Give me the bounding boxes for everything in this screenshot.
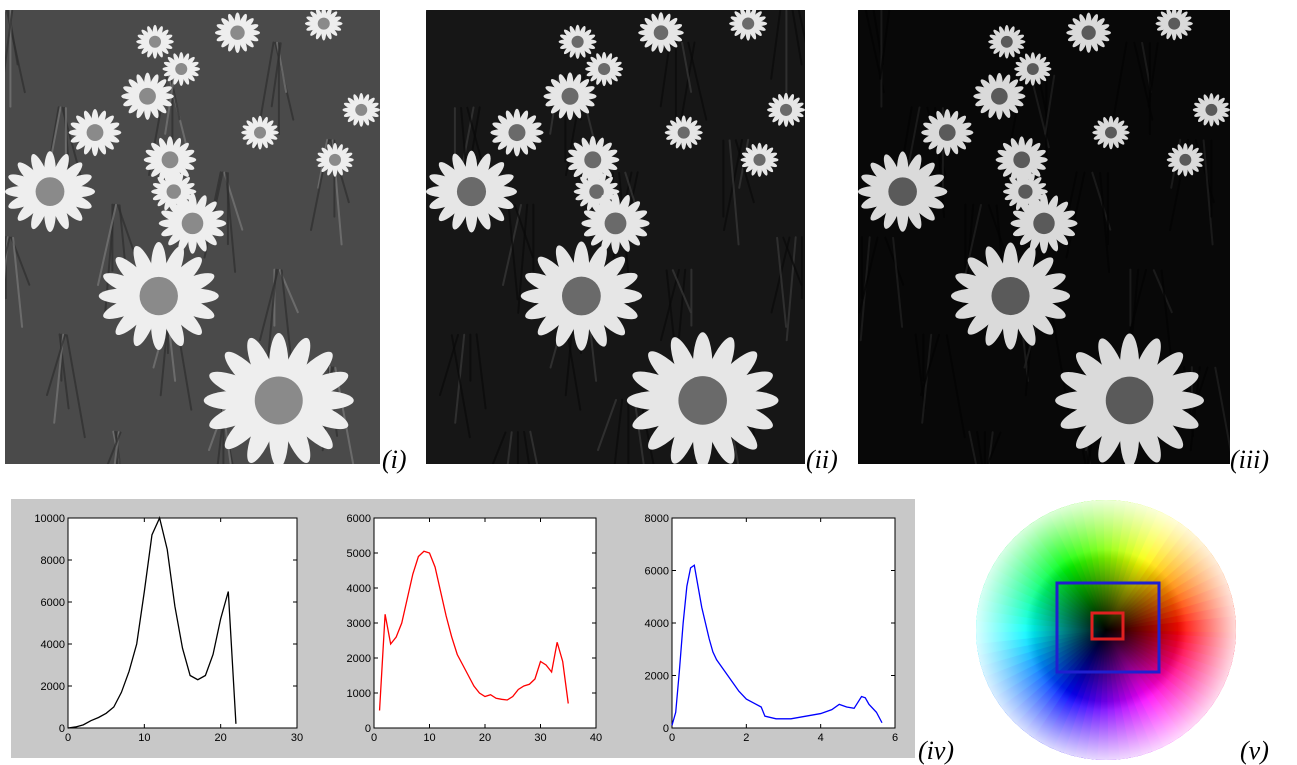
y-tick-label: 2000 bbox=[41, 681, 65, 693]
x-tick-label: 30 bbox=[534, 732, 546, 744]
y-tick-label: 3000 bbox=[347, 618, 371, 630]
outer-range-box bbox=[1055, 581, 1161, 674]
y-tick-label: 0 bbox=[59, 723, 65, 735]
daisy-flower bbox=[1166, 143, 1204, 177]
histogram-chart-1: 0 10 20 30 0 2000 4000 6000 8000 10000 bbox=[34, 513, 303, 744]
y-tick-label: 8000 bbox=[645, 513, 669, 525]
daisy-flower bbox=[121, 72, 174, 120]
histogram-chart-2: 0 10 20 30 40 0 1000 2000 3000 4000 5000 6000 bbox=[347, 513, 603, 744]
daisy-flower bbox=[951, 242, 1071, 350]
panel-label-iii: (iii) bbox=[1230, 445, 1269, 474]
daisy-flower bbox=[585, 51, 624, 87]
daisy-flower bbox=[988, 25, 1026, 59]
daisy-flower bbox=[162, 52, 200, 86]
daisy-flower bbox=[1010, 193, 1078, 254]
daisy-flower bbox=[973, 72, 1026, 120]
y-tick-label: 1000 bbox=[347, 688, 371, 700]
daisy-flower bbox=[1066, 12, 1111, 53]
color-wheel-diagram bbox=[976, 500, 1236, 760]
daisy-flower bbox=[740, 142, 779, 177]
daisy-flower bbox=[98, 242, 219, 351]
x-tick-label: 6 bbox=[892, 732, 898, 744]
daisy-flower bbox=[426, 150, 517, 233]
daisy-flower bbox=[68, 108, 122, 157]
daisy-flower bbox=[241, 115, 279, 150]
daisy-flower bbox=[558, 24, 597, 59]
wheel-center-dark bbox=[976, 500, 1236, 760]
y-tick-label: 6000 bbox=[347, 513, 371, 525]
daisy-flower bbox=[566, 135, 620, 184]
daisy-flower bbox=[143, 136, 197, 184]
photo-panel-ii bbox=[426, 10, 805, 464]
daisy-flower bbox=[342, 93, 380, 127]
daisy-flower bbox=[543, 72, 597, 121]
y-tick-label: 4000 bbox=[41, 639, 65, 651]
histogram-series-line bbox=[671, 564, 883, 726]
daisy-flower bbox=[305, 10, 343, 41]
daisy-flower bbox=[520, 241, 643, 351]
y-tick-label: 6000 bbox=[41, 597, 65, 609]
plot-area bbox=[67, 517, 298, 729]
y-tick-label: 4000 bbox=[347, 583, 371, 595]
photo-panel-iii bbox=[858, 10, 1230, 464]
daisy-flower bbox=[490, 108, 544, 157]
daisy-flower bbox=[136, 24, 174, 59]
x-tick-label: 20 bbox=[215, 732, 227, 744]
histogram-chart-3: 0 2 4 6 0 2000 4000 6000 8000 bbox=[645, 513, 899, 744]
x-tick-label: 0 bbox=[65, 732, 71, 744]
x-tick-label: 2 bbox=[743, 732, 749, 744]
y-tick-label: 0 bbox=[365, 723, 371, 735]
daisy-flower bbox=[921, 109, 974, 157]
daisy-flower bbox=[316, 142, 354, 177]
x-tick-label: 20 bbox=[479, 732, 491, 744]
y-tick-label: 5000 bbox=[347, 548, 371, 560]
plot-area bbox=[373, 517, 597, 729]
y-tick-label: 4000 bbox=[645, 618, 669, 630]
histogram-series-line bbox=[378, 550, 569, 711]
daisy-flower bbox=[1092, 115, 1130, 150]
daisy-flower bbox=[626, 332, 779, 464]
x-tick-label: 30 bbox=[291, 732, 303, 744]
x-tick-label: 0 bbox=[371, 732, 377, 744]
y-tick-label: 8000 bbox=[41, 555, 65, 567]
x-tick-label: 4 bbox=[818, 732, 824, 744]
daisy-flower bbox=[858, 151, 948, 232]
y-tick-label: 2000 bbox=[347, 653, 371, 665]
photo-panel-i bbox=[5, 10, 380, 464]
y-tick-label: 10000 bbox=[34, 513, 65, 525]
daisy-flower bbox=[1014, 52, 1052, 86]
daisy-flower bbox=[203, 332, 354, 464]
y-tick-label: 6000 bbox=[645, 566, 669, 578]
daisy-flower bbox=[581, 192, 650, 255]
daisy-flower bbox=[5, 151, 95, 233]
daisy-flower bbox=[158, 193, 227, 254]
daisy-flower bbox=[664, 115, 703, 150]
y-tick-label: 0 bbox=[663, 723, 669, 735]
histogram-panel: 0 10 20 30 0 2000 4000 6000 8000 10000 0 10 20 30 40 0 1… bbox=[11, 499, 915, 758]
daisy-flower bbox=[1192, 93, 1230, 127]
x-tick-label: 40 bbox=[590, 732, 602, 744]
panel-label-i: (i) bbox=[382, 445, 407, 474]
x-tick-label: 0 bbox=[669, 732, 675, 744]
x-tick-label: 10 bbox=[423, 732, 435, 744]
daisy-flower bbox=[1155, 10, 1193, 41]
daisy-flower bbox=[638, 12, 684, 54]
x-tick-label: 10 bbox=[138, 732, 150, 744]
panel-label-v: (v) bbox=[1240, 736, 1269, 765]
daisy-flower bbox=[729, 10, 768, 41]
panel-label-iv: (iv) bbox=[918, 736, 955, 765]
histogram-series-line bbox=[67, 516, 237, 729]
daisy-flower bbox=[215, 12, 260, 53]
panel-label-ii: (ii) bbox=[806, 445, 838, 474]
daisy-flower bbox=[767, 92, 805, 127]
daisy-flower bbox=[1055, 333, 1204, 464]
daisy-flower bbox=[995, 136, 1048, 184]
inner-range-box bbox=[1090, 611, 1125, 641]
plot-area bbox=[671, 517, 896, 729]
y-tick-label: 2000 bbox=[645, 671, 669, 683]
